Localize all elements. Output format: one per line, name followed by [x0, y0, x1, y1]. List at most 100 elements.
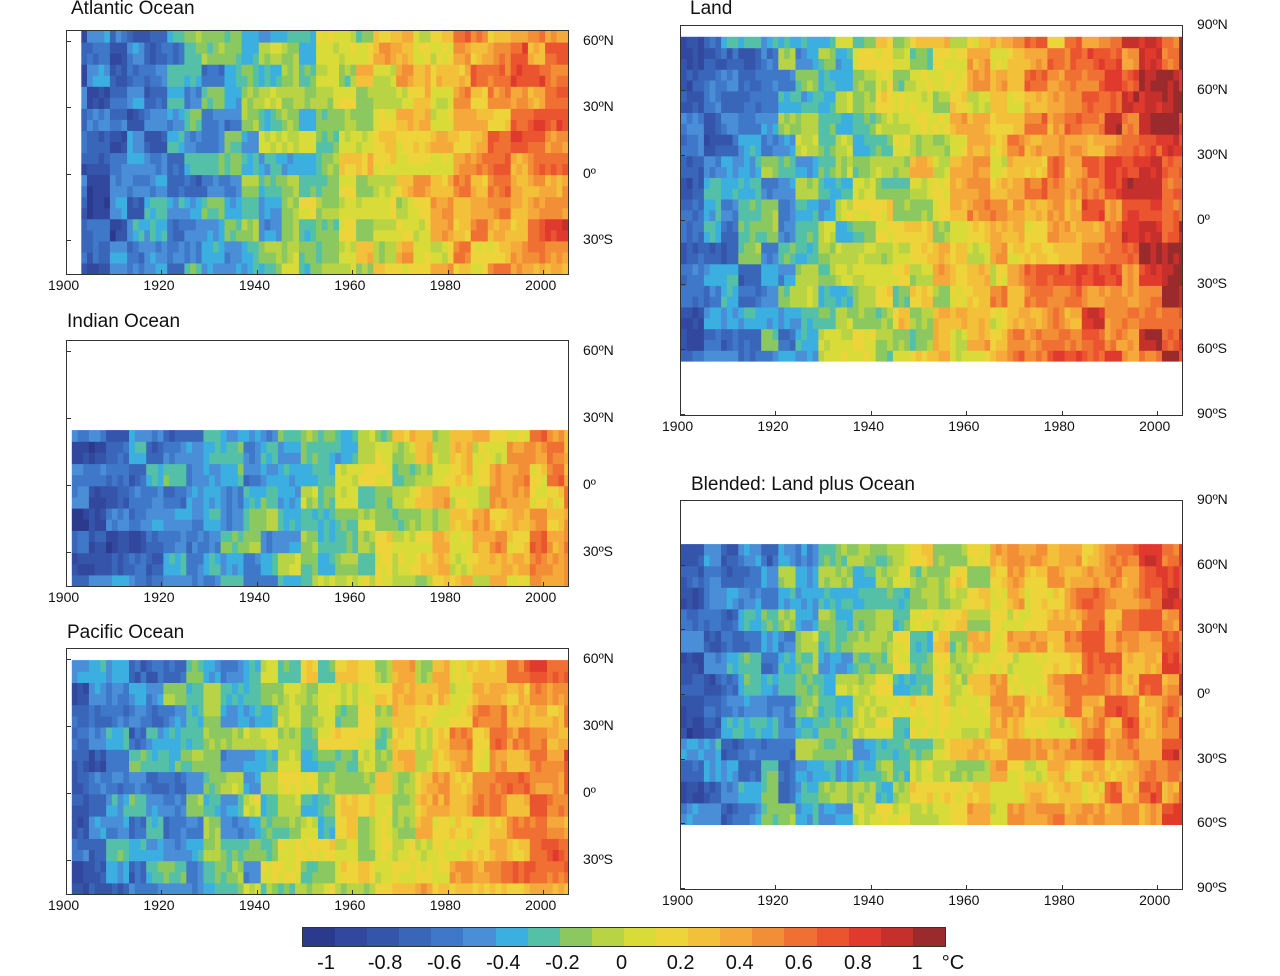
- heatmap-cell: [522, 152, 529, 165]
- heatmap-cell: [419, 163, 426, 176]
- heatmap-cell: [270, 64, 277, 76]
- heatmap-cell: [562, 130, 568, 142]
- heatmap-cell: [415, 574, 422, 586]
- heatmap-cell: [283, 849, 290, 862]
- heatmap-cell: [552, 508, 559, 520]
- heatmap-cell: [184, 174, 191, 187]
- heatmap-cell: [381, 496, 388, 509]
- heatmap-cell: [335, 682, 342, 695]
- heatmap-cell: [495, 749, 502, 761]
- heatmap-cell: [329, 849, 336, 862]
- heatmap-cell: [140, 704, 147, 717]
- heatmap-cell: [472, 749, 479, 761]
- heatmap-cell: [356, 31, 363, 43]
- heatmap-cell: [169, 508, 176, 520]
- heatmap-cell: [140, 563, 147, 576]
- heatmap-cell: [340, 552, 348, 565]
- heatmap-cell: [276, 240, 283, 253]
- heatmap-cell: [243, 715, 250, 728]
- heatmap-cell: [466, 871, 474, 884]
- heatmap-cell: [283, 804, 290, 817]
- heatmap-cell: [111, 541, 119, 554]
- heatmap-cell: [295, 782, 302, 795]
- heatmap-cell: [226, 563, 233, 576]
- heatmap-cell: [203, 660, 210, 672]
- heatmap-cell: [501, 441, 508, 453]
- heatmap-cell: [232, 771, 239, 784]
- heatmap-cell: [266, 485, 273, 498]
- heatmap-cell: [134, 782, 142, 795]
- heatmap-cell: [123, 771, 130, 784]
- heatmap-cell: [203, 430, 210, 442]
- heatmap-cell: [243, 474, 250, 487]
- heatmap-cell: [487, 130, 495, 142]
- heatmap-cell: [201, 75, 208, 87]
- heatmap-cell: [472, 849, 479, 862]
- heatmap-cell: [482, 196, 489, 209]
- heatmap-cell: [98, 75, 105, 87]
- heatmap-cell: [367, 196, 374, 209]
- heatmap-cell: [438, 452, 445, 465]
- heatmap-cell: [558, 871, 565, 884]
- heatmap-cell: [367, 119, 374, 131]
- heatmap-cell: [379, 31, 386, 43]
- heatmap-cell: [333, 185, 340, 198]
- heatmap-cell: [529, 430, 537, 442]
- heatmap-cell: [550, 31, 558, 43]
- heatmap-cell: [402, 251, 409, 264]
- heatmap-cell: [94, 704, 101, 717]
- heatmap-cell: [379, 218, 386, 231]
- heatmap-cell: [312, 682, 319, 695]
- heatmap-cell: [533, 218, 540, 231]
- heatmap-cell: [518, 849, 525, 862]
- heatmap-cell: [117, 827, 124, 839]
- heatmap-cell: [213, 263, 220, 274]
- heatmap-cell: [132, 174, 140, 187]
- heatmap-cell: [157, 530, 164, 542]
- heatmap-cell: [226, 485, 233, 498]
- heatmap-cell: [466, 452, 474, 465]
- heatmap-cell: [432, 804, 439, 817]
- heatmap-cell: [432, 738, 439, 750]
- heatmap-cell: [316, 108, 323, 120]
- heatmap-cell: [472, 519, 479, 531]
- heatmap-cell: [226, 693, 233, 706]
- heatmap-cell: [266, 860, 273, 873]
- heatmap-cell: [527, 42, 535, 54]
- heatmap-cell: [266, 738, 273, 750]
- heatmap-cell: [466, 671, 474, 683]
- heatmap-cell: [436, 240, 443, 253]
- heatmap-cell: [363, 452, 371, 465]
- heatmap-cell: [535, 704, 542, 717]
- heatmap-cell: [461, 430, 468, 442]
- heatmap-cell: [270, 53, 277, 65]
- heatmap-cell: [533, 207, 540, 220]
- heatmap-cell: [277, 704, 285, 717]
- heatmap-cell: [293, 240, 300, 253]
- heatmap-cell: [564, 496, 568, 509]
- heatmap-cell: [111, 552, 119, 565]
- heatmap-cell: [123, 508, 130, 520]
- heatmap-cell: [358, 660, 365, 672]
- heatmap-cell: [478, 793, 485, 806]
- heatmap-cell: [527, 207, 535, 220]
- heatmap-cell: [487, 97, 495, 109]
- heatmap-cell: [346, 441, 353, 453]
- heatmap-cell: [249, 682, 256, 695]
- heatmap-cell: [478, 860, 485, 873]
- heatmap-cell: [151, 771, 159, 784]
- heatmap-cell: [306, 782, 313, 795]
- heatmap-cell: [415, 771, 422, 784]
- heatmap-cell: [201, 196, 208, 209]
- heatmap-cell: [499, 53, 506, 65]
- heatmap-cell: [134, 552, 142, 565]
- heatmap-cell: [111, 727, 119, 739]
- heatmap-cell: [373, 163, 380, 176]
- heatmap-cell: [92, 42, 100, 54]
- heatmap-cell: [203, 441, 210, 453]
- heatmap-cell: [304, 42, 311, 54]
- heatmap-cell: [524, 452, 531, 465]
- heatmap-cell: [186, 671, 193, 683]
- heatmap-cell: [426, 660, 434, 672]
- heatmap-cell: [438, 793, 445, 806]
